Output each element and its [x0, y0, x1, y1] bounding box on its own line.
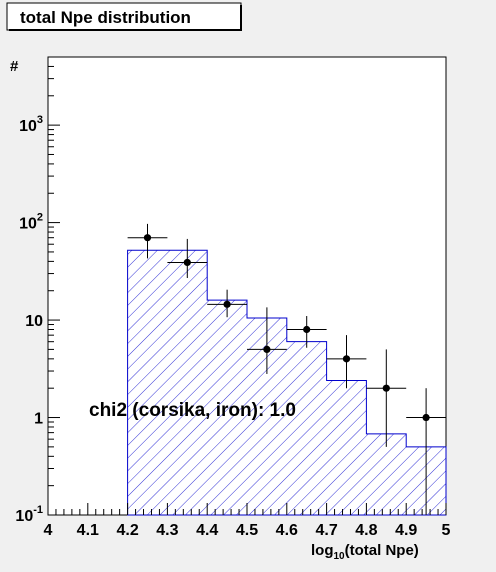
y-tick-label: 1 — [34, 411, 43, 428]
data-point — [167, 238, 208, 279]
data-point-marker — [223, 300, 231, 308]
x-tick-label: 4.8 — [355, 522, 377, 539]
data-point — [366, 349, 407, 447]
x-axis-title-suffix: (total Npe) — [345, 542, 419, 559]
x-axis-title: log10(total Npe) — [311, 542, 419, 562]
data-point — [326, 335, 367, 389]
y-tick-label: 10-1 — [15, 504, 43, 525]
x-tick-label: 4.3 — [156, 522, 178, 539]
x-tick-label: 4.7 — [315, 522, 337, 539]
chi2-annotation: chi2 (corsika, iron): 1.0 — [89, 400, 296, 421]
title-box: total Npe distribution — [6, 2, 242, 31]
x-tick-label: 4.2 — [116, 522, 138, 539]
data-point — [127, 223, 168, 259]
data-point-marker — [183, 258, 191, 267]
x-axis-title-subscript: 10 — [334, 551, 346, 562]
data-point — [286, 316, 327, 348]
x-tick-label: 4.4 — [196, 522, 218, 539]
data-point-marker — [143, 234, 152, 242]
x-axis-title-prefix: log — [311, 542, 334, 559]
x-tick-label: 4.1 — [77, 522, 99, 539]
data-point — [247, 307, 287, 374]
data-point-marker — [303, 325, 311, 334]
y-axis-title: # — [10, 58, 19, 75]
data-point-marker — [382, 384, 390, 392]
chart-title: total Npe distribution — [20, 8, 191, 27]
data-points — [127, 223, 446, 515]
data-point-marker — [422, 413, 430, 422]
histogram-fill — [127, 250, 446, 515]
y-tick-label: 102 — [19, 212, 43, 233]
data-point-marker — [342, 355, 351, 363]
data-point — [207, 289, 247, 318]
data-point — [406, 388, 446, 515]
x-tick-label: 5 — [442, 522, 451, 539]
x-tick-label: 4.9 — [395, 522, 417, 539]
y-tick-label: 10 — [25, 313, 43, 330]
x-tick-label: 4.6 — [276, 522, 298, 539]
x-tick-label: 4.5 — [236, 522, 258, 539]
y-tick-label: 103 — [19, 114, 43, 135]
data-point-marker — [263, 345, 271, 354]
axes: 4 4.1 4.2 4.3 4.4 4.5 4.6 4.7 4.8 4.9 5 10-1 1 10 102 1… — [15, 56, 451, 539]
x-tick-label: 4 — [44, 522, 53, 539]
